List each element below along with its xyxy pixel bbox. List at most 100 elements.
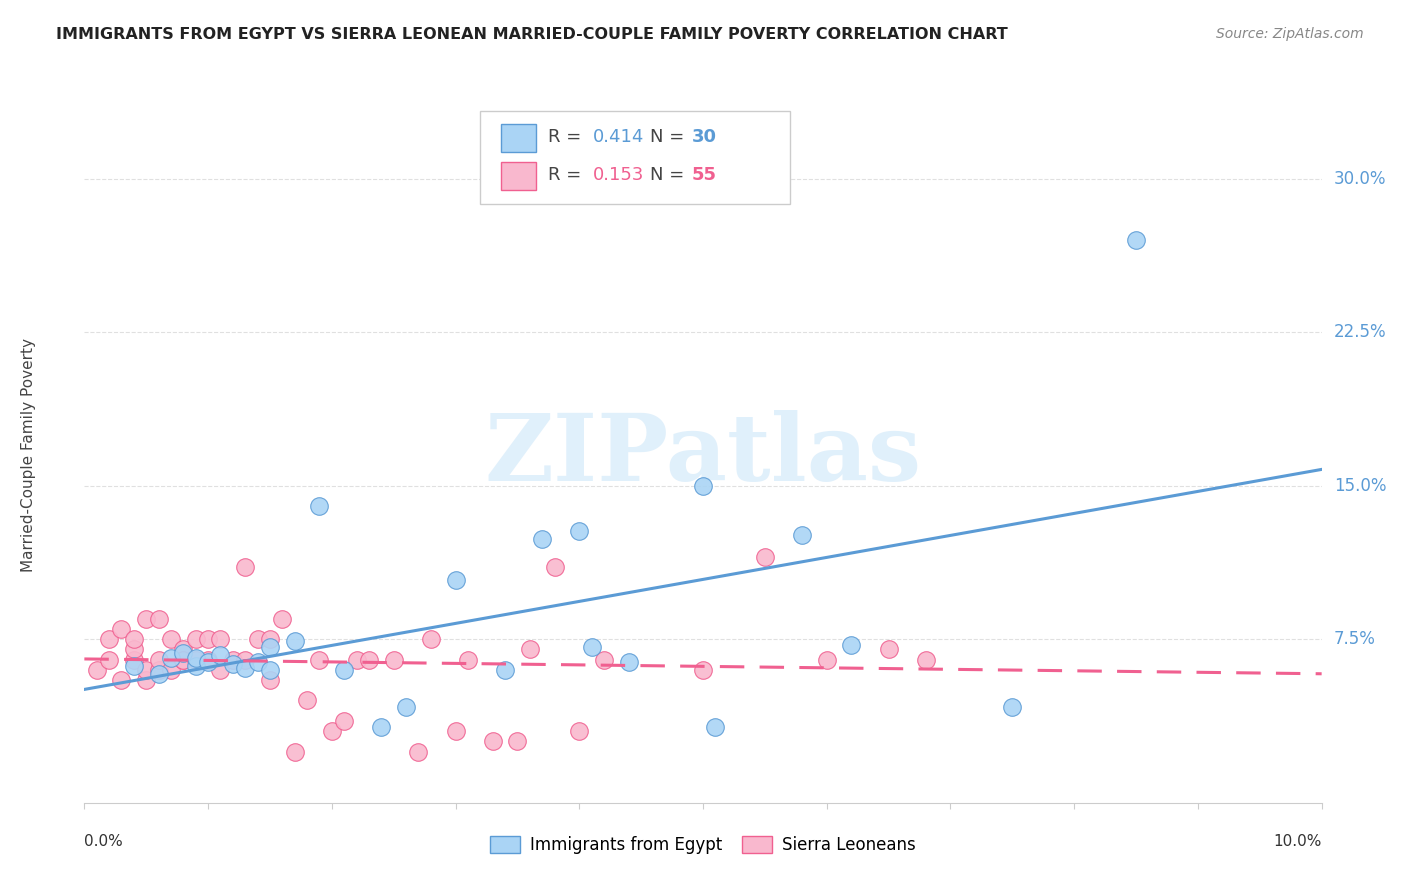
Point bbox=[148, 663, 170, 677]
Point bbox=[568, 524, 591, 538]
Point bbox=[506, 734, 529, 748]
Point bbox=[370, 720, 392, 734]
Point bbox=[259, 673, 281, 687]
Point bbox=[581, 640, 603, 655]
Point bbox=[172, 652, 194, 666]
Point bbox=[160, 632, 183, 646]
Point bbox=[568, 724, 591, 739]
Text: Source: ZipAtlas.com: Source: ZipAtlas.com bbox=[1216, 27, 1364, 41]
Point bbox=[754, 550, 776, 565]
Point bbox=[197, 652, 219, 666]
Point bbox=[172, 642, 194, 657]
Point bbox=[308, 499, 330, 513]
Point bbox=[148, 612, 170, 626]
Point bbox=[1001, 699, 1024, 714]
Point bbox=[382, 652, 405, 666]
Point bbox=[815, 652, 838, 666]
Text: 55: 55 bbox=[692, 166, 717, 184]
Text: N =: N = bbox=[650, 166, 690, 184]
Point bbox=[692, 663, 714, 677]
Point bbox=[110, 622, 132, 636]
Text: R =: R = bbox=[548, 128, 588, 146]
Point bbox=[184, 632, 207, 646]
Point bbox=[197, 632, 219, 646]
Point bbox=[914, 652, 936, 666]
Point bbox=[593, 652, 616, 666]
Point bbox=[98, 632, 121, 646]
Point bbox=[333, 714, 356, 728]
Point bbox=[457, 652, 479, 666]
Point bbox=[617, 655, 640, 669]
Text: 30.0%: 30.0% bbox=[1334, 169, 1386, 187]
Point bbox=[86, 663, 108, 677]
Point bbox=[209, 663, 232, 677]
Legend: Immigrants from Egypt, Sierra Leoneans: Immigrants from Egypt, Sierra Leoneans bbox=[484, 829, 922, 861]
Point bbox=[444, 573, 467, 587]
Point bbox=[321, 724, 343, 739]
Point bbox=[110, 673, 132, 687]
FancyBboxPatch shape bbox=[481, 111, 790, 204]
Point bbox=[395, 699, 418, 714]
FancyBboxPatch shape bbox=[502, 162, 536, 190]
Point bbox=[543, 560, 565, 574]
Point bbox=[841, 638, 863, 652]
Text: 0.414: 0.414 bbox=[593, 128, 644, 146]
Point bbox=[222, 652, 245, 666]
Text: R =: R = bbox=[548, 166, 588, 184]
Point bbox=[692, 478, 714, 492]
Text: 7.5%: 7.5% bbox=[1334, 630, 1376, 648]
Point bbox=[135, 673, 157, 687]
Point bbox=[122, 652, 145, 666]
Point bbox=[160, 650, 183, 665]
Point bbox=[481, 734, 503, 748]
Point bbox=[122, 632, 145, 646]
Point bbox=[494, 663, 516, 677]
Point bbox=[233, 560, 256, 574]
Text: Married-Couple Family Poverty: Married-Couple Family Poverty bbox=[21, 338, 37, 572]
Point bbox=[135, 612, 157, 626]
Point bbox=[295, 693, 318, 707]
Point bbox=[122, 642, 145, 657]
Point bbox=[172, 647, 194, 661]
Point bbox=[122, 658, 145, 673]
Point bbox=[519, 642, 541, 657]
Point bbox=[877, 642, 900, 657]
Point bbox=[308, 652, 330, 666]
Text: 15.0%: 15.0% bbox=[1334, 476, 1386, 495]
Point bbox=[259, 640, 281, 655]
Text: 10.0%: 10.0% bbox=[1274, 834, 1322, 849]
Point bbox=[184, 658, 207, 673]
Point bbox=[184, 652, 207, 666]
Point bbox=[1125, 233, 1147, 247]
Point bbox=[184, 650, 207, 665]
Text: 0.0%: 0.0% bbox=[84, 834, 124, 849]
Point bbox=[284, 634, 307, 648]
Point bbox=[197, 655, 219, 669]
Point bbox=[408, 745, 430, 759]
Point bbox=[98, 652, 121, 666]
Text: N =: N = bbox=[650, 128, 690, 146]
Point bbox=[135, 663, 157, 677]
Point bbox=[246, 655, 269, 669]
Point bbox=[790, 527, 813, 541]
Point bbox=[246, 632, 269, 646]
Point bbox=[346, 652, 368, 666]
Text: IMMIGRANTS FROM EGYPT VS SIERRA LEONEAN MARRIED-COUPLE FAMILY POVERTY CORRELATIO: IMMIGRANTS FROM EGYPT VS SIERRA LEONEAN … bbox=[56, 27, 1008, 42]
Text: ZIPatlas: ZIPatlas bbox=[485, 410, 921, 500]
Point bbox=[222, 657, 245, 671]
Point bbox=[531, 532, 554, 546]
Point bbox=[148, 666, 170, 681]
Point bbox=[357, 652, 380, 666]
Point bbox=[704, 720, 727, 734]
Point bbox=[233, 661, 256, 675]
Point bbox=[172, 652, 194, 666]
Point bbox=[259, 632, 281, 646]
Point bbox=[333, 663, 356, 677]
Text: 30: 30 bbox=[692, 128, 717, 146]
Text: 0.153: 0.153 bbox=[593, 166, 644, 184]
Point bbox=[233, 652, 256, 666]
Point bbox=[259, 663, 281, 677]
Text: 22.5%: 22.5% bbox=[1334, 323, 1386, 341]
Point bbox=[444, 724, 467, 739]
Point bbox=[419, 632, 441, 646]
